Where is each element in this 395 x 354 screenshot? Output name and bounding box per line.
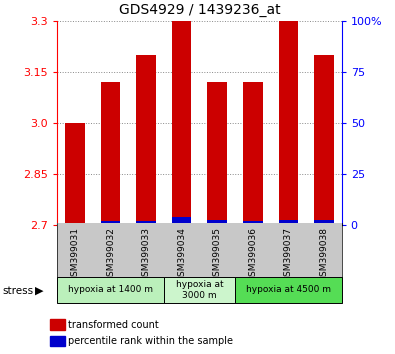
Text: ▶: ▶ [35,286,43,296]
Bar [136,221,156,225]
Bar [50,336,65,346]
Bar [57,277,164,303]
Text: GSM399034: GSM399034 [177,227,186,282]
Bar [172,217,192,225]
Text: GSM399035: GSM399035 [213,227,222,282]
Bar [101,82,120,225]
Bar [136,55,156,225]
Text: GSM399037: GSM399037 [284,227,293,282]
Bar [243,82,263,225]
Bar [243,221,263,225]
Bar [65,123,85,225]
Bar [207,82,227,225]
Text: GSM399038: GSM399038 [320,227,328,282]
Bar [172,21,192,225]
Bar [278,220,298,225]
Text: GSM399033: GSM399033 [142,227,150,282]
Bar [65,224,85,225]
Bar [314,55,334,225]
Title: GDS4929 / 1439236_at: GDS4929 / 1439236_at [118,4,280,17]
Bar [314,220,334,225]
Bar [50,319,65,330]
Text: transformed count: transformed count [68,320,159,330]
Bar [101,221,120,225]
Bar [207,220,227,225]
Text: percentile rank within the sample: percentile rank within the sample [68,336,233,346]
Bar [164,277,235,303]
Text: hypoxia at
3000 m: hypoxia at 3000 m [176,280,223,299]
Text: hypoxia at 4500 m: hypoxia at 4500 m [246,285,331,295]
Text: GSM399031: GSM399031 [71,227,79,282]
Text: GSM399032: GSM399032 [106,227,115,282]
Bar [278,21,298,225]
Text: GSM399036: GSM399036 [248,227,257,282]
Text: stress: stress [2,286,33,296]
Bar [235,277,342,303]
Text: hypoxia at 1400 m: hypoxia at 1400 m [68,285,153,295]
